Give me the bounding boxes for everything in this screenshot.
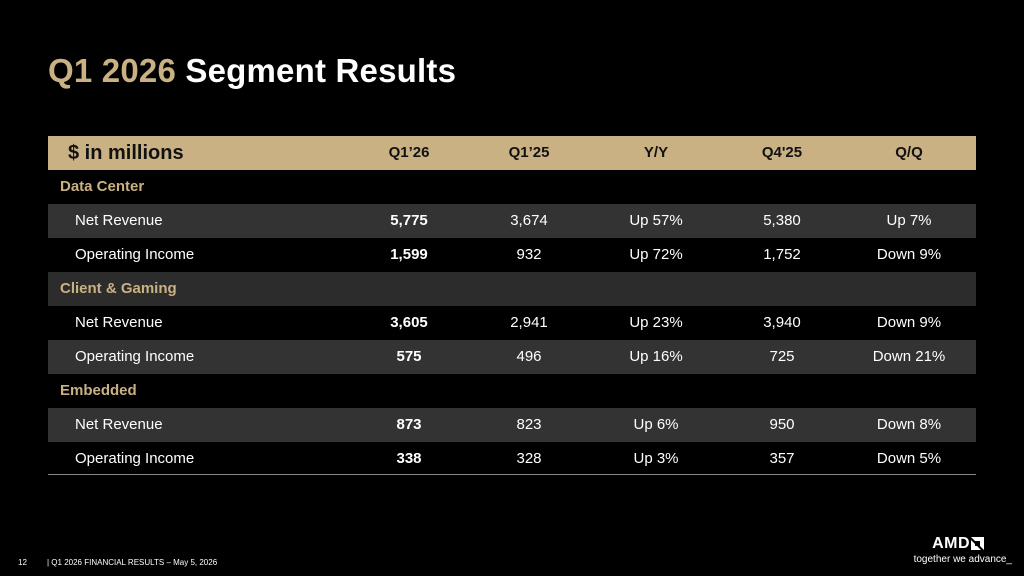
table-row: Operating Income 575 496 Up 16% 725 Down… (48, 340, 976, 374)
table-row: Net Revenue 873 823 Up 6% 950 Down 8% (48, 408, 976, 442)
cell-q4-25: 725 (769, 348, 795, 365)
section-row-client-gaming: Client & Gaming (48, 272, 976, 306)
cell-qq: Down 9% (876, 246, 942, 263)
table-row: Operating Income 338 328 Up 3% 357 Down … (48, 442, 976, 476)
cell-q4-25: 950 (769, 416, 795, 433)
cell-q1-25: 3,674 (510, 212, 548, 229)
section-label: Client & Gaming (60, 280, 177, 297)
cell-q4-25: 357 (769, 450, 795, 467)
cell-q1-26: 5,775 (390, 212, 428, 229)
amd-logo: AMD together we advance_ (902, 535, 1012, 567)
section-label: Embedded (60, 382, 137, 399)
cell-q1-25: 2,941 (510, 314, 548, 331)
segment-results-table: $ in millions Q1’26 Q1’25 Y/Y Q4'25 Q/Q … (48, 136, 976, 476)
section-label: Data Center (60, 178, 145, 195)
cell-yy: Up 16% (629, 348, 683, 365)
cell-q4-25: 1,752 (763, 246, 801, 263)
header-col-q1-25: Q1’25 (508, 144, 550, 161)
table-header-row: $ in millions Q1’26 Q1’25 Y/Y Q4'25 Q/Q (48, 136, 976, 170)
cell-q1-26: 1,599 (390, 246, 428, 263)
title-accent: Q1 2026 (48, 52, 177, 89)
cell-yy: Up 6% (633, 416, 679, 433)
table-row: Operating Income 1,599 932 Up 72% 1,752 … (48, 238, 976, 272)
cell-yy: Up 57% (629, 212, 683, 229)
page-number: 12 (18, 558, 27, 567)
amd-arrow-icon (971, 537, 984, 550)
cell-qq: Down 21% (872, 348, 946, 365)
page-title: Q1 2026 Segment Results (48, 52, 456, 90)
header-col-q4-25: Q4'25 (761, 144, 803, 161)
row-label: Operating Income (75, 348, 195, 365)
cell-q1-25: 823 (516, 416, 542, 433)
footer-text: | Q1 2026 FINANCIAL RESULTS – May 5, 202… (47, 558, 218, 567)
table-row: Net Revenue 3,605 2,941 Up 23% 3,940 Dow… (48, 306, 976, 340)
cell-yy: Up 3% (633, 450, 679, 467)
logo-brand: AMD (932, 535, 970, 552)
cell-qq: Down 8% (876, 416, 942, 433)
cell-q1-26: 338 (396, 450, 422, 467)
cell-q1-25: 496 (516, 348, 542, 365)
header-label: $ in millions (68, 142, 184, 164)
row-label: Operating Income (75, 450, 195, 467)
cell-q1-26: 575 (396, 348, 422, 365)
cell-yy: Up 23% (629, 314, 683, 331)
section-row-embedded: Embedded (48, 374, 976, 408)
cell-yy: Up 72% (629, 246, 683, 263)
cell-q1-25: 328 (516, 450, 542, 467)
cell-qq: Down 9% (876, 314, 942, 331)
header-col-yy: Y/Y (643, 144, 669, 161)
cell-q1-25: 932 (516, 246, 542, 263)
cell-qq: Down 5% (876, 450, 942, 467)
cell-q1-26: 873 (396, 416, 422, 433)
table-bottom-rule (48, 474, 976, 475)
cell-qq: Up 7% (886, 212, 932, 229)
section-row-data-center: Data Center (48, 170, 976, 204)
table-row: Net Revenue 5,775 3,674 Up 57% 5,380 Up … (48, 204, 976, 238)
row-label: Net Revenue (75, 314, 163, 331)
cell-q4-25: 3,940 (763, 314, 801, 331)
cell-q1-26: 3,605 (390, 314, 428, 331)
row-label: Operating Income (75, 246, 195, 263)
row-label: Net Revenue (75, 416, 163, 433)
cell-q4-25: 5,380 (763, 212, 801, 229)
logo-tagline: together we advance_ (913, 554, 1012, 565)
header-col-qq: Q/Q (895, 144, 923, 161)
title-rest: Segment Results (185, 52, 457, 89)
header-col-q1-26: Q1’26 (388, 144, 430, 161)
row-label: Net Revenue (75, 212, 163, 229)
